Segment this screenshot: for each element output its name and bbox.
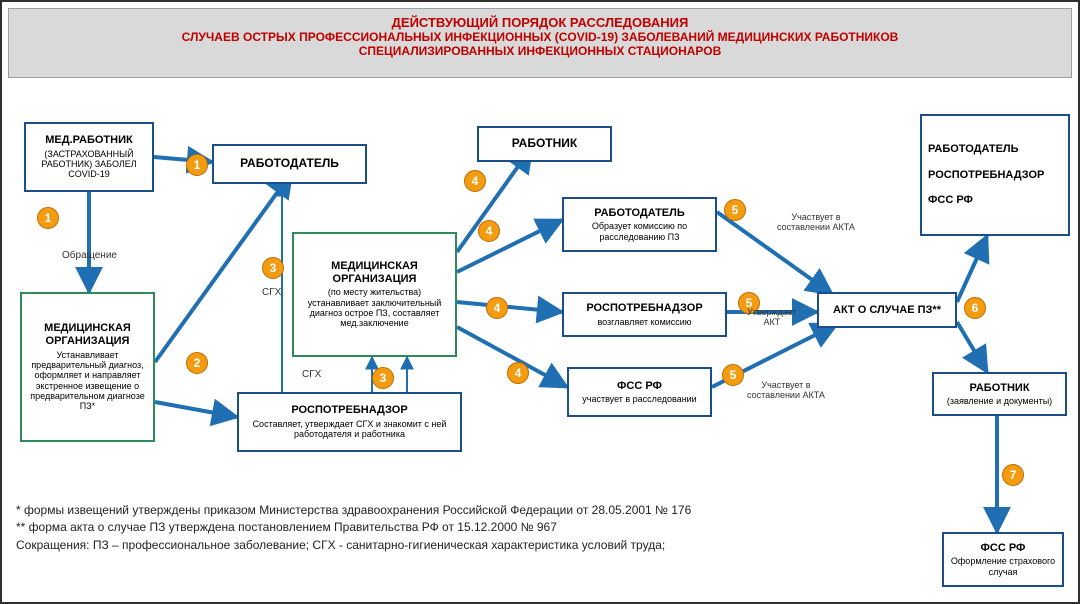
diagram-header: ДЕЙСТВУЮЩИЙ ПОРЯДОК РАССЛЕДОВАНИЯ СЛУЧАЕ… bbox=[8, 8, 1072, 78]
node-subtitle: возглавляет комиссию bbox=[570, 317, 719, 327]
diagram-stage: ДЕЙСТВУЮЩИЙ ПОРЯДОК РАССЛЕДОВАНИЯ СЛУЧАЕ… bbox=[0, 0, 1080, 604]
node-n10: АКТ О СЛУЧАЕ ПЗ** bbox=[817, 292, 957, 328]
step-badge-2-2: 2 bbox=[186, 352, 208, 374]
node-n5: РОСПОТРЕБНАДЗОР Составляет, утверждает СГ… bbox=[237, 392, 462, 452]
node-title: РАБОТОДАТЕЛЬ bbox=[220, 157, 359, 171]
edge-3 bbox=[155, 402, 237, 417]
footnote-2: ** форма акта о случае ПЗ утверждена пос… bbox=[16, 519, 691, 536]
node-title: ФСС РФ bbox=[950, 542, 1056, 555]
node-title: РОСПОТРЕБНАДЗОР bbox=[245, 404, 454, 417]
footnote-3: Сокращения: ПЗ – профессиональное заболе… bbox=[16, 537, 691, 554]
node-subtitle: Устанавливает предварительный диагноз, о… bbox=[28, 350, 147, 412]
footnotes: * формы извещений утверждены приказом Ми… bbox=[16, 502, 691, 554]
node-n1: МЕД.РАБОТНИК (ЗАСТРАХОВАННЫЙ РАБОТНИК) ЗА… bbox=[24, 122, 154, 192]
label-uch1: Участвует в составлении АКТА bbox=[777, 212, 855, 233]
node-n7: РАБОТОДАТЕЛЬОбразует комиссию по расслед… bbox=[562, 197, 717, 252]
step-badge-7-13: 7 bbox=[1002, 464, 1024, 486]
node-title: РАБОТОДАТЕЛЬ РОСПОТРЕБНАДЗОР ФСС РФ bbox=[928, 143, 1044, 206]
node-title: РАБОТНИК bbox=[940, 382, 1059, 395]
step-badge-1-1: 1 bbox=[186, 154, 208, 176]
label-utv: Утверждает АКТ bbox=[747, 307, 797, 328]
node-title: РАБОТНИК bbox=[485, 137, 604, 151]
step-badge-3-4: 3 bbox=[372, 367, 394, 389]
node-title: МЕДИЦИНСКАЯ ОРГАНИЗАЦИЯ bbox=[28, 322, 147, 347]
step-badge-5-9: 5 bbox=[724, 199, 746, 221]
node-n2: МЕДИЦИНСКАЯ ОРГАНИЗАЦИЯ Устанавливает пре… bbox=[20, 292, 155, 442]
header-line-3: СПЕЦИАЛИЗИРОВАННЫХ ИНФЕКЦИОННЫХ СТАЦИОНА… bbox=[15, 44, 1065, 58]
node-title: МЕДИЦИНСКАЯ ОРГАНИЗАЦИЯ bbox=[300, 260, 449, 285]
label-uch2: Участвует в составлении АКТА bbox=[747, 380, 825, 401]
step-badge-1-0: 1 bbox=[37, 207, 59, 229]
footnote-1: * формы извещений утверждены приказом Ми… bbox=[16, 502, 691, 519]
node-n8: РОСПОТРЕБНАДЗОР возглавляет комиссию bbox=[562, 292, 727, 337]
edge-14 bbox=[957, 236, 987, 302]
node-n4: МЕДИЦИНСКАЯ ОРГАНИЗАЦИЯ(по месту жительс… bbox=[292, 232, 457, 357]
header-line-1: ДЕЙСТВУЮЩИЙ ПОРЯДОК РАССЛЕДОВАНИЯ bbox=[15, 15, 1065, 30]
node-subtitle: (ЗАСТРАХОВАННЫЙ РАБОТНИК) ЗАБОЛЕЛ COVID-… bbox=[32, 149, 146, 180]
label-sgx1: СГХ bbox=[262, 287, 281, 299]
node-n9: ФСС РФучаствует в расследовании bbox=[567, 367, 712, 417]
node-subtitle: участвует в расследовании bbox=[575, 394, 704, 404]
node-title: РОСПОТРЕБНАДЗОР bbox=[570, 302, 719, 315]
step-badge-5-11: 5 bbox=[722, 364, 744, 386]
step-badge-4-6: 4 bbox=[478, 220, 500, 242]
label-sgx2: СГХ bbox=[302, 369, 321, 381]
node-subtitle: (по месту жительства) устанавливает закл… bbox=[300, 287, 449, 328]
node-n12: РАБОТНИК(заявление и документы) bbox=[932, 372, 1067, 416]
node-subtitle: Составляет, утверждает СГХ и знакомит с … bbox=[245, 419, 454, 440]
edge-15 bbox=[957, 322, 987, 372]
header-line-2: СЛУЧАЕВ ОСТРЫХ ПРОФЕССИОНАЛЬНЫХ ИНФЕКЦИО… bbox=[15, 30, 1065, 44]
node-subtitle: (заявление и документы) bbox=[940, 396, 1059, 406]
step-badge-4-7: 4 bbox=[486, 297, 508, 319]
node-n13: ФСС РФОформление страхового случая bbox=[942, 532, 1064, 587]
edge-8 bbox=[457, 220, 562, 272]
node-n6: РАБОТНИК bbox=[477, 126, 612, 162]
node-subtitle: Образует комиссию по расследованию ПЗ bbox=[570, 221, 709, 242]
node-title: ФСС РФ bbox=[575, 380, 704, 393]
node-title: АКТ О СЛУЧАЕ ПЗ** bbox=[825, 304, 949, 317]
step-badge-3-3: 3 bbox=[262, 257, 284, 279]
step-badge-4-5: 4 bbox=[464, 170, 486, 192]
node-title: РАБОТОДАТЕЛЬ bbox=[570, 207, 709, 220]
node-title: МЕД.РАБОТНИК bbox=[32, 134, 146, 147]
edge-9 bbox=[457, 302, 562, 312]
node-subtitle: Оформление страхового случая bbox=[950, 556, 1056, 577]
step-badge-6-12: 6 bbox=[964, 297, 986, 319]
label-obr: Обращение bbox=[62, 250, 117, 262]
node-n11: РАБОТОДАТЕЛЬ РОСПОТРЕБНАДЗОР ФСС РФ bbox=[920, 114, 1070, 236]
step-badge-4-8: 4 bbox=[507, 362, 529, 384]
node-n3: РАБОТОДАТЕЛЬ bbox=[212, 144, 367, 184]
